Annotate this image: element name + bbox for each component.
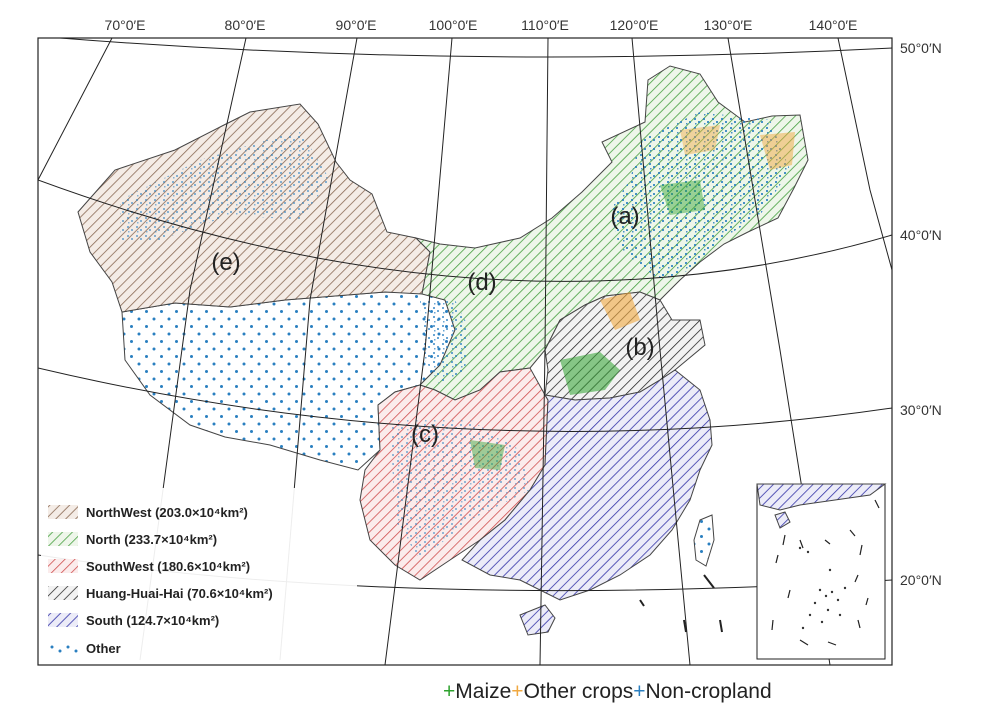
legend-item-north: North (233.7×10⁴km²) [48,532,217,547]
legend-label-north: North (233.7×10⁴km²) [86,532,217,547]
legend-item-northwest: NorthWest (203.0×10⁴km²) [48,505,248,520]
other-crops-symbol: + [511,680,523,703]
class-legend-text: +Maize+Other crops+Non-cropland [443,680,772,703]
region-tag-a: (a) [610,203,639,230]
region-tags: (a) (b) (c) (d) (e) [211,203,654,448]
region-tag-b: (b) [625,334,654,361]
legend-item-huanghuaihai: Huang-Huai-Hai (70.6×10⁴km²) [48,586,273,601]
longitude-labels: 70°0′E 80°0′E 90°0′E 100°0′E 110°0′E 120… [105,17,858,33]
region-tag-c: (c) [411,421,439,448]
lon-label-90: 90°0′E [336,17,377,33]
legend-label-south: South (124.7×10⁴km²) [86,613,219,628]
legend-label-southwest: SouthWest (180.6×10⁴km²) [86,559,250,574]
legend-label-other: Other [86,641,121,656]
lat-label-50: 50°0′N [900,40,942,56]
lat-label-20: 20°0′N [900,572,942,588]
legend-item-south: South (124.7×10⁴km²) [48,613,219,628]
region-tag-d: (d) [467,269,496,296]
lat-label-30: 30°0′N [900,402,942,418]
inset-map [756,483,887,660]
non-cropland-label: Non-cropland [646,680,772,703]
map-body [38,38,892,665]
cropland-speckles [120,112,795,560]
legend-swatch-other [50,645,78,653]
region-legend: NorthWest (203.0×10⁴km²) North (233.7×10… [41,488,357,664]
lon-label-70: 70°0′E [105,17,146,33]
lon-label-140: 140°0′E [809,17,858,33]
legend-swatch-north [48,532,78,546]
latitude-labels: 50°0′N 40°0′N 30°0′N 20°0′N [900,40,942,588]
lon-label-110: 110°0′E [521,17,569,33]
non-cropland-symbol: + [633,680,645,703]
taiwan-island [693,514,715,567]
maize-label: Maize [455,680,511,703]
legend-swatch-northwest [48,505,78,519]
legend-item-southwest: SouthWest (180.6×10⁴km²) [48,559,250,574]
lon-label-80: 80°0′E [225,17,266,33]
lon-label-130: 130°0′E [704,17,753,33]
sea-boundary-dashes [639,574,723,633]
legend-swatch-south [48,613,78,627]
legend-item-other: Other [50,641,121,656]
legend-swatch-southwest [48,559,78,573]
maize-symbol: + [443,680,455,703]
class-legend: +Maize+Other crops+Non-cropland [443,680,772,703]
region-tag-e: (e) [211,249,240,276]
lon-label-120: 120°0′E [610,17,659,33]
lon-label-100: 100°0′E [429,17,478,33]
lat-label-40: 40°0′N [900,227,942,243]
legend-swatch-huanghuaihai [48,586,78,600]
legend-label-huanghuaihai: Huang-Huai-Hai (70.6×10⁴km²) [86,586,273,601]
legend-label-northwest: NorthWest (203.0×10⁴km²) [86,505,248,520]
other-crops-label: Other crops [524,680,634,703]
